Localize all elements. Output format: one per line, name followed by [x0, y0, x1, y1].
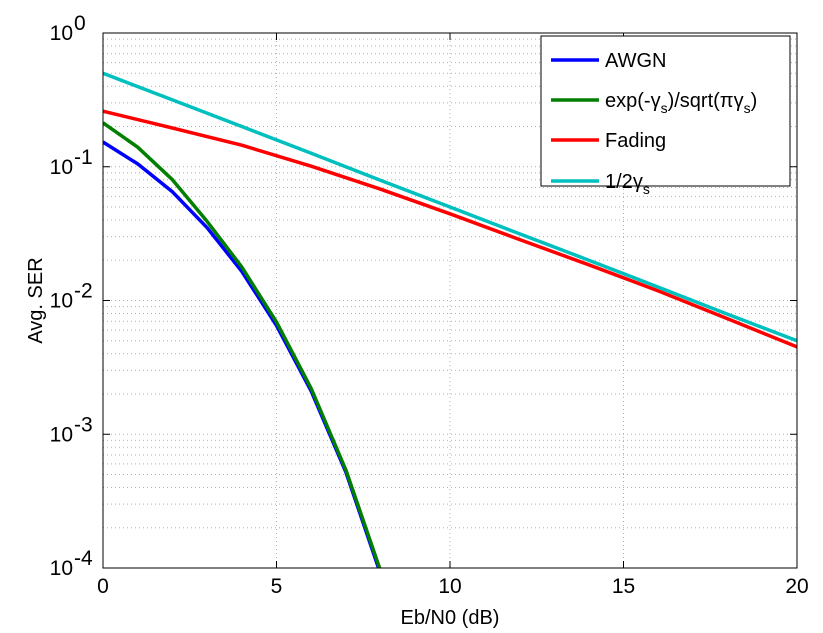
legend-label-4: 1/2γs​	[605, 171, 650, 197]
y-tick-label: 10	[50, 22, 73, 45]
series-line-4	[103, 71, 797, 343]
x-tick-label: 0	[97, 575, 109, 598]
y-tick-label: 10	[50, 290, 73, 313]
series-line-3	[103, 109, 797, 349]
y-tick-exponent: -1	[74, 146, 93, 169]
legend-label-2: exp(-γs​)/sqrt(πγs​)	[605, 90, 757, 116]
y-tick-exponent: -3	[74, 413, 93, 436]
x-axis-label: Eb/N0 (dB)	[401, 607, 500, 629]
x-tick-label: 10	[438, 575, 461, 598]
x-tick-label: 5	[271, 575, 283, 598]
y-tick-exponent: -2	[74, 280, 93, 303]
series-layer	[103, 71, 797, 568]
y-tick-label: 10	[50, 423, 73, 446]
series-line-2	[103, 121, 382, 568]
y-axis-label: Avg. SER	[25, 257, 47, 343]
x-tick-label: 20	[785, 575, 808, 598]
y-tick-label: 10	[50, 156, 73, 179]
y-tick-exponent: 0	[74, 12, 86, 35]
x-tick-label: 15	[612, 575, 635, 598]
y-tick-exponent: -4	[74, 547, 93, 570]
legend: AWGN exp(-γs​)/sqrt(πγs​) Fading 1/2γs​	[540, 35, 791, 197]
legend-label-1: AWGN	[605, 50, 666, 72]
y-tick-label: 10	[50, 557, 73, 580]
legend-label-3: Fading	[605, 130, 666, 152]
